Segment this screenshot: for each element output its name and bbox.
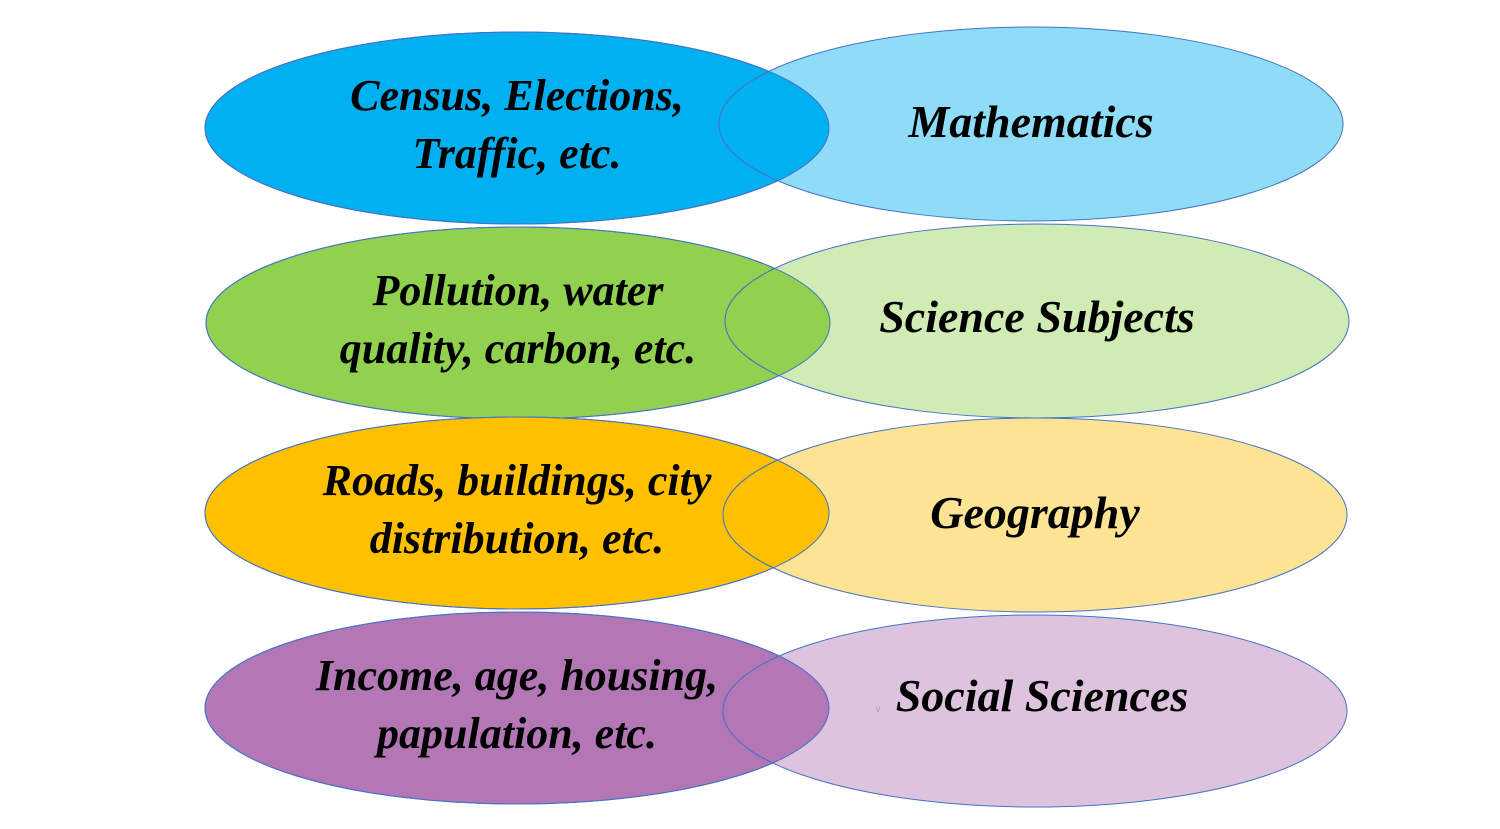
overlap-lens: [722, 417, 829, 609]
left-label-line-1: Income, age, housing,: [315, 651, 718, 700]
row-4: Income, age, housing, papulation, etc. S…: [204, 611, 1348, 808]
left-label-line-2: quality, carbon, etc.: [340, 324, 696, 373]
right-label: Social Sciences: [896, 670, 1189, 721]
left-label-line-1: Roads, buildings, city: [322, 456, 712, 505]
left-ellipse-outline: [204, 416, 830, 610]
left-ellipse-outline: [204, 31, 830, 225]
right-label: Mathematics: [907, 96, 1153, 147]
left-label-line-2: Traffic, etc.: [413, 129, 622, 178]
overlap-lens: [718, 32, 829, 222]
overlap-lens: [724, 227, 830, 419]
row-2: Pollution, water quality, carbon, etc. S…: [205, 223, 1350, 420]
left-label-line-2: papulation, etc.: [373, 709, 657, 758]
right-label: Geography: [930, 487, 1140, 538]
left-label-line-1: Census, Elections,: [350, 71, 684, 120]
row-3: Roads, buildings, city distribution, etc…: [204, 416, 1348, 613]
row-1: Census, Elections, Traffic, etc. Mathema…: [204, 26, 1344, 225]
left-label-line-2: distribution, etc.: [370, 514, 665, 563]
left-ellipse-outline: [204, 611, 830, 805]
right-label: Science Subjects: [879, 291, 1195, 342]
overlap-lens: [722, 614, 829, 804]
left-label-line-1: Pollution, water: [372, 266, 665, 315]
stray-mark: v: [876, 704, 881, 715]
